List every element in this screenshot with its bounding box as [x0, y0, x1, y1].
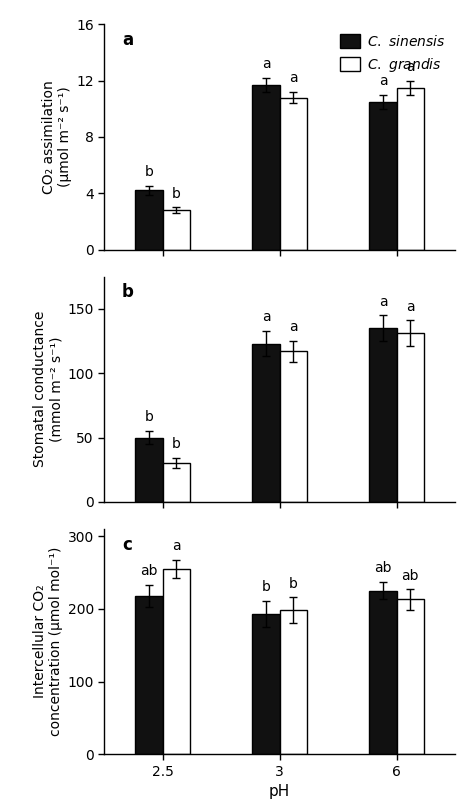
Bar — [252, 344, 280, 502]
Bar — [136, 596, 163, 754]
Text: b: b — [172, 437, 181, 452]
Text: a: a — [406, 60, 415, 74]
Bar — [280, 97, 307, 250]
Text: ab: ab — [140, 564, 158, 578]
Legend: $C.\ sinensis$, $C.\ grandis$: $C.\ sinensis$, $C.\ grandis$ — [337, 32, 448, 77]
Text: b: b — [172, 187, 181, 200]
Bar — [397, 333, 424, 502]
Bar — [163, 210, 190, 250]
Bar — [397, 88, 424, 250]
Bar — [397, 599, 424, 754]
Text: a: a — [379, 74, 387, 88]
Text: a: a — [122, 31, 133, 49]
Bar — [136, 438, 163, 502]
Text: a: a — [262, 310, 270, 324]
Bar — [280, 611, 307, 754]
Bar — [280, 351, 307, 502]
Text: a: a — [379, 294, 387, 308]
Text: a: a — [262, 57, 270, 71]
Bar — [163, 463, 190, 502]
Text: b: b — [122, 283, 134, 302]
Text: b: b — [262, 580, 271, 594]
Text: a: a — [172, 539, 181, 553]
Text: a: a — [289, 320, 298, 334]
X-axis label: pH: pH — [269, 784, 290, 799]
Text: a: a — [406, 299, 415, 314]
Y-axis label: Intercellular CO₂
concentration (μmol mol⁻¹): Intercellular CO₂ concentration (μmol mo… — [33, 547, 64, 736]
Bar — [163, 569, 190, 754]
Text: b: b — [289, 577, 298, 590]
Text: b: b — [145, 410, 154, 424]
Text: b: b — [145, 165, 154, 179]
Bar — [136, 191, 163, 250]
Text: ab: ab — [401, 569, 419, 582]
Y-axis label: Stomatal conductance
(mmol m⁻² s⁻¹): Stomatal conductance (mmol m⁻² s⁻¹) — [33, 311, 64, 467]
Bar — [252, 85, 280, 250]
Bar — [252, 614, 280, 754]
Bar — [369, 328, 397, 502]
Bar — [369, 590, 397, 754]
Text: ab: ab — [374, 561, 392, 575]
Text: a: a — [289, 71, 298, 85]
Y-axis label: CO₂ assimilation
(μmol m⁻² s⁻¹): CO₂ assimilation (μmol m⁻² s⁻¹) — [42, 80, 72, 194]
Text: c: c — [122, 536, 132, 554]
Bar — [369, 101, 397, 250]
